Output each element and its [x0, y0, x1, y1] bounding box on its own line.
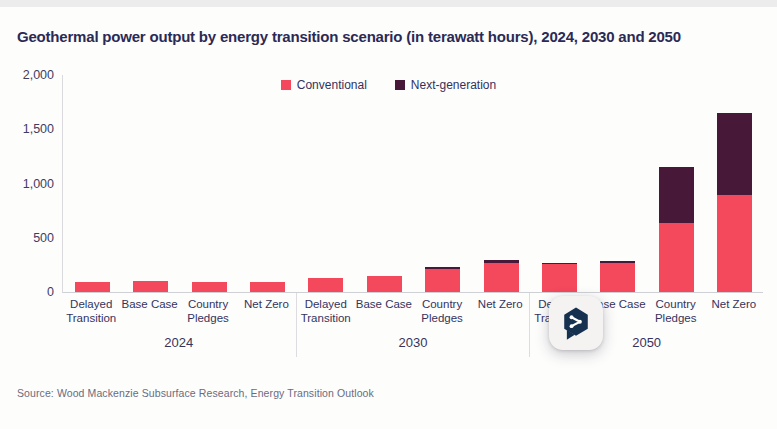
scenario-label: Base Case	[120, 293, 178, 325]
source-note: Source: Wood Mackenzie Subsurface Resear…	[17, 387, 374, 399]
conventional-segment	[542, 264, 577, 292]
y-tick-label: 1,000	[0, 177, 54, 191]
conventional-segment	[600, 263, 635, 292]
scenario-label: Net Zero	[237, 293, 295, 325]
bar-2030-net-zero[interactable]	[484, 260, 519, 292]
scenario-label: Delayed Transition	[62, 293, 120, 325]
scenario-label: Country Pledges	[413, 293, 471, 325]
bar-2030-base-case[interactable]	[367, 276, 402, 292]
y-tick-label: 2,000	[0, 68, 54, 82]
year-label: 2030	[297, 335, 530, 350]
bar-2050-base-case[interactable]	[600, 261, 635, 292]
next-generation-segment	[425, 267, 460, 269]
interactive-chart-overlay-button[interactable]	[549, 296, 603, 350]
year-label: 2024	[62, 335, 296, 350]
y-tick-label: 1,500	[0, 122, 54, 136]
bar-2030-delayed-transition[interactable]	[308, 278, 343, 292]
bar-2030-country-pledges[interactable]	[425, 267, 460, 292]
scenario-label: Country Pledges	[647, 293, 705, 325]
conventional-segment	[133, 281, 168, 292]
conventional-segment	[717, 195, 752, 292]
bar-2024-delayed-transition[interactable]	[75, 282, 110, 292]
scenario-label: Country Pledges	[179, 293, 237, 325]
chart-title: Geothermal power output by energy transi…	[17, 28, 762, 45]
conventional-segment	[192, 282, 227, 292]
next-generation-segment	[600, 261, 635, 263]
bar-2024-net-zero[interactable]	[250, 282, 285, 292]
chart-screenshot: Geothermal power output by energy transi…	[0, 0, 777, 429]
bar-2050-net-zero[interactable]	[717, 113, 752, 292]
x-group-2030: Delayed TransitionBase CaseCountry Pledg…	[296, 293, 530, 357]
bar-2050-country-pledges[interactable]	[659, 167, 694, 292]
bar-2024-country-pledges[interactable]	[192, 282, 227, 292]
scenario-label: Net Zero	[705, 293, 763, 325]
next-generation-segment	[717, 113, 752, 195]
next-generation-segment	[542, 263, 577, 264]
y-tick-label: 0	[0, 285, 54, 299]
y-tick-label: 500	[0, 231, 54, 245]
x-group-2024: Delayed TransitionBase CaseCountry Pledg…	[62, 293, 296, 357]
share-bubble-icon	[560, 306, 592, 340]
conventional-segment	[75, 282, 110, 292]
bar-2050-delayed-transition[interactable]	[542, 263, 577, 292]
conventional-segment	[250, 282, 285, 292]
conventional-segment	[425, 269, 460, 292]
conventional-segment	[659, 223, 694, 292]
bar-2024-base-case[interactable]	[133, 281, 168, 292]
plot-area	[62, 75, 763, 293]
next-generation-segment	[659, 167, 694, 222]
next-generation-segment	[484, 260, 519, 263]
conventional-segment	[308, 278, 343, 292]
scenario-label: Base Case	[355, 293, 413, 325]
x-axis-labels: Delayed TransitionBase CaseCountry Pledg…	[62, 293, 763, 357]
conventional-segment	[367, 276, 402, 292]
conventional-segment	[484, 263, 519, 292]
top-edge-strip	[0, 0, 777, 7]
scenario-label: Delayed Transition	[297, 293, 355, 325]
scenario-label: Net Zero	[471, 293, 529, 325]
